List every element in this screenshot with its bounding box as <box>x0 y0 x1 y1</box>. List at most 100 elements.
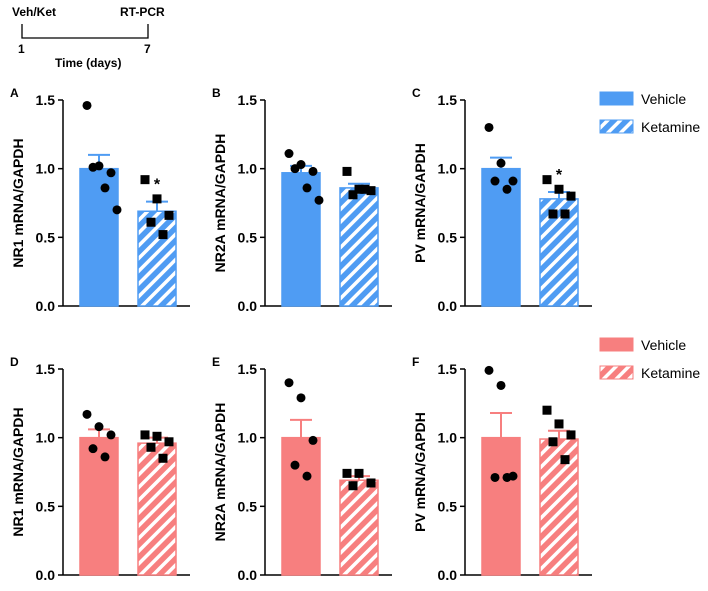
data-point <box>496 380 506 390</box>
y-tick-label: 1.5 <box>36 92 56 108</box>
data-point <box>140 430 150 440</box>
data-point <box>348 481 358 491</box>
legend-label: Vehicle <box>641 337 686 353</box>
y-tick-label: 1.0 <box>238 161 258 177</box>
y-tick-label: 0.0 <box>238 567 258 583</box>
data-point <box>502 472 512 482</box>
bar-vehicle <box>79 167 119 307</box>
y-tick-label: 1.5 <box>438 361 458 377</box>
data-point <box>140 175 150 185</box>
panel-label: C <box>412 86 421 100</box>
panel-label: B <box>212 86 221 100</box>
data-point <box>146 217 156 227</box>
y-tick-label: 0.0 <box>238 298 258 314</box>
data-point <box>342 468 352 478</box>
data-point <box>296 393 306 403</box>
legend-label: Vehicle <box>641 91 686 107</box>
bar-ketamine <box>539 438 579 576</box>
significance-marker: * <box>154 177 161 194</box>
y-tick-label: 0.0 <box>438 567 458 583</box>
legend-swatch <box>599 337 634 352</box>
data-point <box>302 183 312 193</box>
legend-swatch <box>599 91 634 106</box>
timeline-day-start: 1 <box>18 42 25 56</box>
y-tick-label: 1.5 <box>238 361 258 377</box>
y-tick-label: 0.5 <box>238 498 258 514</box>
bar-vehicle <box>79 436 119 576</box>
data-point <box>502 184 512 194</box>
data-point <box>496 158 506 168</box>
data-point <box>542 175 552 185</box>
data-point <box>490 472 500 482</box>
panel-B: B 0.0 0.5 1.0 1.5 NR2A mRNA/GAPDH <box>212 86 392 314</box>
panel-label: F <box>412 355 419 369</box>
bar-ketamine <box>339 479 379 576</box>
y-axis-label: NR1 mRNA/GAPDH <box>10 138 26 267</box>
data-point <box>106 168 116 178</box>
data-point <box>88 444 98 454</box>
data-point <box>314 195 324 205</box>
data-point <box>152 194 162 204</box>
y-axis-label: NR1 mRNA/GAPDH <box>10 407 26 536</box>
timeline-start-label: Veh/Ket <box>12 5 56 19</box>
data-point <box>82 100 92 110</box>
data-point <box>82 409 92 419</box>
data-point <box>158 230 168 240</box>
y-tick-label: 0.5 <box>36 498 56 514</box>
y-tick-label: 0.5 <box>438 229 458 245</box>
panel-D: D 0.0 0.5 1.0 1.5 NR1 mRNA/GAPDH <box>10 355 190 583</box>
y-tick-label: 1.0 <box>36 430 56 446</box>
y-tick-label: 0.5 <box>238 229 258 245</box>
data-point <box>302 471 312 481</box>
legend-red: Vehicle Ketamine <box>599 337 700 381</box>
data-point <box>152 431 162 441</box>
data-point <box>548 437 558 447</box>
y-axis-label: PV mRNA/GAPDH <box>412 412 428 532</box>
timeline-axis-label: Time (days) <box>55 56 121 70</box>
legend-swatch <box>599 119 634 134</box>
panel-label: E <box>212 355 220 369</box>
bar-vehicle <box>481 167 521 307</box>
data-point <box>88 162 98 172</box>
y-tick-label: 0.0 <box>438 298 458 314</box>
data-point <box>164 210 174 220</box>
panel-C: C 0.0 0.5 1.0 1.5 PV mRNA/GAPDH * <box>412 86 592 314</box>
panel-F: F 0.0 0.5 1.0 1.5 PV mRNA/GAPDH <box>412 355 592 583</box>
data-point <box>348 190 358 200</box>
legend-swatch <box>599 365 634 380</box>
y-tick-label: 1.0 <box>438 430 458 446</box>
data-point <box>112 205 122 215</box>
data-point <box>158 453 168 463</box>
data-point <box>100 452 110 462</box>
panel-A: A 0.0 0.5 1.0 1.5 NR1 mRNA/GAPDH * <box>10 86 190 314</box>
data-point <box>490 176 500 186</box>
data-point <box>164 437 174 447</box>
panel-label: A <box>10 86 19 100</box>
bar-vehicle <box>481 436 521 576</box>
bar-ketamine <box>137 442 177 576</box>
data-point <box>354 468 364 478</box>
y-tick-label: 1.0 <box>36 161 56 177</box>
data-point <box>106 430 116 440</box>
y-axis-label: NR2A mRNA/GAPDH <box>212 403 228 542</box>
y-tick-label: 1.5 <box>238 92 258 108</box>
data-point <box>360 184 370 194</box>
data-point <box>484 122 494 132</box>
y-axis-label: PV mRNA/GAPDH <box>412 143 428 263</box>
timeline: Veh/Ket RT-PCR 1 7 Time (days) <box>12 5 165 70</box>
data-point <box>284 378 294 388</box>
legend-blue: Vehicle Ketamine <box>599 91 700 135</box>
legend-label: Ketamine <box>641 119 700 135</box>
y-tick-label: 1.0 <box>438 161 458 177</box>
data-point <box>284 149 294 159</box>
data-point <box>366 186 376 196</box>
data-point <box>566 430 576 440</box>
data-point <box>560 455 570 465</box>
panel-E: E 0.0 0.5 1.0 1.5 NR2A mRNA/GAPDH <box>212 355 392 583</box>
data-point <box>542 405 552 415</box>
data-point <box>554 184 564 194</box>
legend-label: Ketamine <box>641 365 700 381</box>
data-point <box>290 460 300 470</box>
panel-label: D <box>10 355 19 369</box>
